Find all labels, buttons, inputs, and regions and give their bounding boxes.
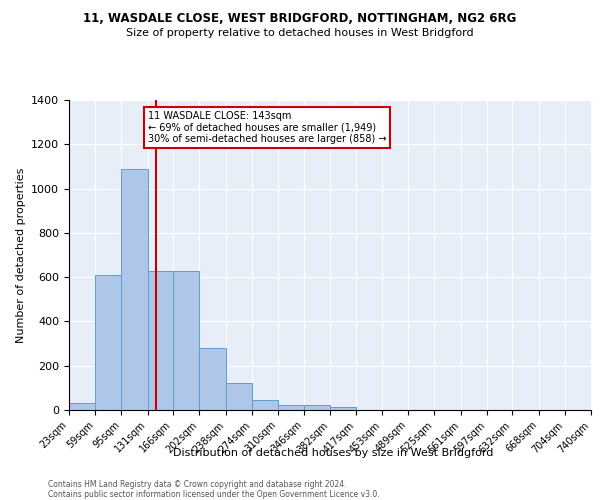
Text: Contains public sector information licensed under the Open Government Licence v3: Contains public sector information licen… bbox=[48, 490, 380, 499]
Bar bbox=[252, 400, 278, 410]
Bar bbox=[148, 270, 173, 410]
Bar bbox=[331, 408, 356, 410]
Text: Distribution of detached houses by size in West Bridgford: Distribution of detached houses by size … bbox=[173, 448, 493, 458]
Text: 11, WASDALE CLOSE, WEST BRIDGFORD, NOTTINGHAM, NG2 6RG: 11, WASDALE CLOSE, WEST BRIDGFORD, NOTTI… bbox=[83, 12, 517, 26]
Bar bbox=[199, 348, 226, 410]
Bar bbox=[226, 384, 252, 410]
Bar bbox=[69, 404, 95, 410]
Bar bbox=[95, 275, 121, 410]
Text: 11 WASDALE CLOSE: 143sqm
← 69% of detached houses are smaller (1,949)
30% of sem: 11 WASDALE CLOSE: 143sqm ← 69% of detach… bbox=[148, 111, 386, 144]
Bar bbox=[278, 405, 304, 410]
Text: Contains HM Land Registry data © Crown copyright and database right 2024.: Contains HM Land Registry data © Crown c… bbox=[48, 480, 347, 489]
Bar bbox=[173, 270, 199, 410]
Bar bbox=[121, 168, 148, 410]
Text: Size of property relative to detached houses in West Bridgford: Size of property relative to detached ho… bbox=[126, 28, 474, 38]
Y-axis label: Number of detached properties: Number of detached properties bbox=[16, 168, 26, 342]
Bar bbox=[304, 405, 331, 410]
